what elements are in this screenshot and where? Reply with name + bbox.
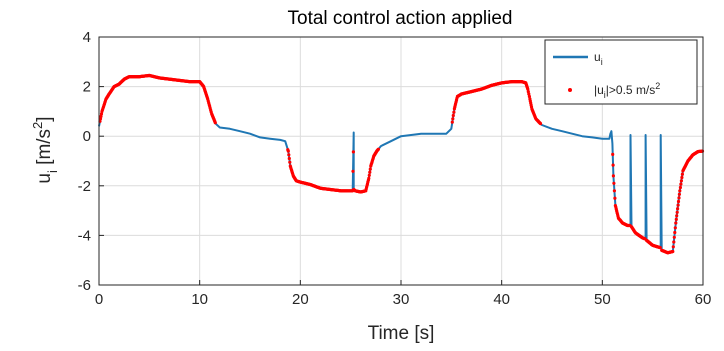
legend: ui |ui|>0.5 m/s2 [544,39,698,105]
x-tick-label: 30 [393,291,410,308]
y-tick-label: -6 [78,277,91,294]
threshold-point [351,150,355,154]
threshold-point [368,170,372,174]
threshold-point [612,189,617,193]
legend-dots-label-mid: |>0.5 m/s [606,83,655,97]
threshold-point [450,120,454,124]
threshold-point [679,182,683,186]
threshold-point [680,172,685,176]
y-tick-label: -4 [78,227,91,244]
threshold-point [368,167,372,171]
threshold-point [287,153,291,157]
threshold-point [675,210,679,214]
threshold-point [611,174,616,178]
threshold-point [288,160,292,164]
y-tick-label: 4 [83,29,91,46]
x-axis-title: Time [s] [368,323,435,344]
threshold-point [613,196,617,200]
x-tick-label: 50 [594,291,611,308]
threshold-point [367,173,371,177]
threshold-point [673,230,677,235]
threshold-point [527,94,532,99]
y-tick-label: 2 [83,79,91,96]
legend-box [544,39,698,105]
legend-dot-swatch [568,88,572,92]
threshold-point [99,114,103,118]
x-tick-label: 60 [695,291,712,308]
threshold-point [674,217,678,221]
legend-line-label: ui [594,50,603,67]
y-axis-title-sup: 2 [30,122,45,129]
threshold-point [612,181,616,185]
threshold-point [452,110,456,114]
threshold-point [286,149,290,153]
threshold-point [677,192,682,196]
tick-layer: 0 10 20 30 40 50 60 -6 -4 -2 0 2 4 [78,29,712,308]
threshold-point [672,235,676,239]
y-tick-label: 0 [83,128,91,145]
threshold-point [538,122,543,126]
threshold-point [451,117,455,121]
x-tick-label: 40 [493,291,510,308]
threshold-point [671,245,675,249]
legend-dots-label-pre: |u [594,83,604,97]
threshold-point [98,117,103,121]
legend-dots-label-sub: i [604,90,606,100]
threshold-point [671,249,675,254]
threshold-point [680,175,684,180]
x-tick-label: 20 [292,291,309,308]
threshold-point [676,203,680,207]
threshold-point [213,121,217,125]
threshold-point [675,214,679,218]
threshold-point [611,163,615,167]
chart-title: Total control action applied [288,8,513,29]
threshold-point [676,199,681,204]
threshold-point [367,176,371,180]
legend-dots-label-sup: 2 [655,81,660,91]
legend-dots-label: |ui|>0.5 m/s2 [594,81,660,100]
y-axis-title: ui [m/s2] [30,116,60,183]
legend-line-label-sub: i [601,57,603,67]
threshold-point [673,226,677,230]
x-tick-label: 0 [95,291,103,308]
threshold-point [679,179,684,183]
threshold-points-layer [98,73,705,255]
threshold-point [376,147,380,151]
threshold-point [451,113,455,118]
threshold-point [672,240,676,244]
legend-line-label-main: u [594,50,601,64]
threshold-point [526,87,530,91]
threshold-point [678,185,683,190]
threshold-point [611,152,615,156]
x-tick-label: 10 [191,291,208,308]
threshold-point [658,246,662,250]
threshold-point [351,169,355,173]
threshold-point [526,90,530,94]
threshold-point [287,156,291,161]
threshold-point [676,207,680,211]
y-axis-title-main: u [34,173,55,184]
y-axis-title-close: ] [34,116,55,121]
threshold-point [527,92,531,96]
y-axis-title-units: [m/s [34,129,55,170]
threshold-point [677,196,681,200]
y-axis-title-sub: i [45,170,60,173]
threshold-point [99,112,104,116]
threshold-point [678,189,682,193]
threshold-point [674,221,678,225]
y-tick-label: -2 [78,178,91,195]
